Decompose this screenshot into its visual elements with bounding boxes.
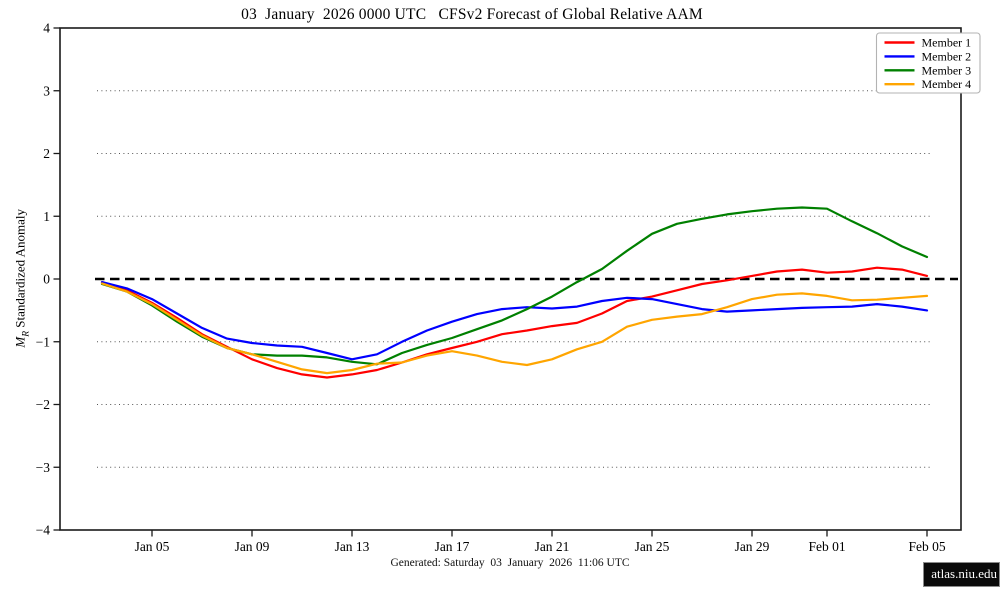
x-tick-label: Jan 21 — [535, 539, 570, 554]
chart-title: 03 January 2026 0000 UTC CFSv2 Forecast … — [241, 6, 703, 23]
legend-label-member-4: Member 4 — [922, 77, 972, 91]
generated-caption: Generated: Saturday 03 January 2026 11:0… — [390, 557, 630, 569]
y-axis-subscript: R — [21, 330, 32, 337]
x-tick-label: Feb 05 — [908, 539, 945, 554]
y-axis-label: MR Standardized Anomaly — [13, 178, 32, 378]
x-tick-label: Jan 09 — [235, 539, 270, 554]
x-tick-label: Jan 29 — [735, 539, 770, 554]
y-axis-text: Standardized Anomaly — [12, 208, 28, 331]
y-tick-label: 3 — [43, 83, 50, 98]
legend-label-member-3: Member 3 — [922, 63, 972, 77]
y-tick-label: 1 — [43, 209, 50, 224]
legend-label-member-1: Member 1 — [922, 36, 972, 50]
x-tick-label: Jan 05 — [135, 539, 170, 554]
legend-label-member-2: Member 2 — [922, 49, 972, 63]
x-tick-label: Jan 17 — [435, 539, 470, 554]
plot-frame — [59, 27, 962, 531]
x-tick-label: Feb 01 — [808, 539, 845, 554]
y-axis-variable: M — [12, 336, 28, 348]
y-tick-label: −4 — [36, 523, 51, 538]
x-tick-label: Jan 13 — [335, 539, 370, 554]
legend-box — [875, 32, 981, 94]
series-line-member-1 — [100, 266, 929, 379]
y-tick-label: 4 — [43, 21, 50, 36]
y-tick-label: 2 — [43, 146, 50, 161]
y-tick-label: 0 — [43, 272, 50, 287]
series-line-member-3 — [100, 206, 929, 366]
series-line-member-2 — [100, 281, 929, 361]
y-tick-label: −1 — [36, 334, 50, 349]
y-tick-label: −3 — [36, 460, 51, 475]
site-badge: atlas.niu.edu — [923, 562, 1000, 587]
series-line-member-4 — [100, 282, 929, 375]
y-tick-label: −2 — [36, 397, 50, 412]
x-tick-label: Jan 25 — [635, 539, 670, 554]
